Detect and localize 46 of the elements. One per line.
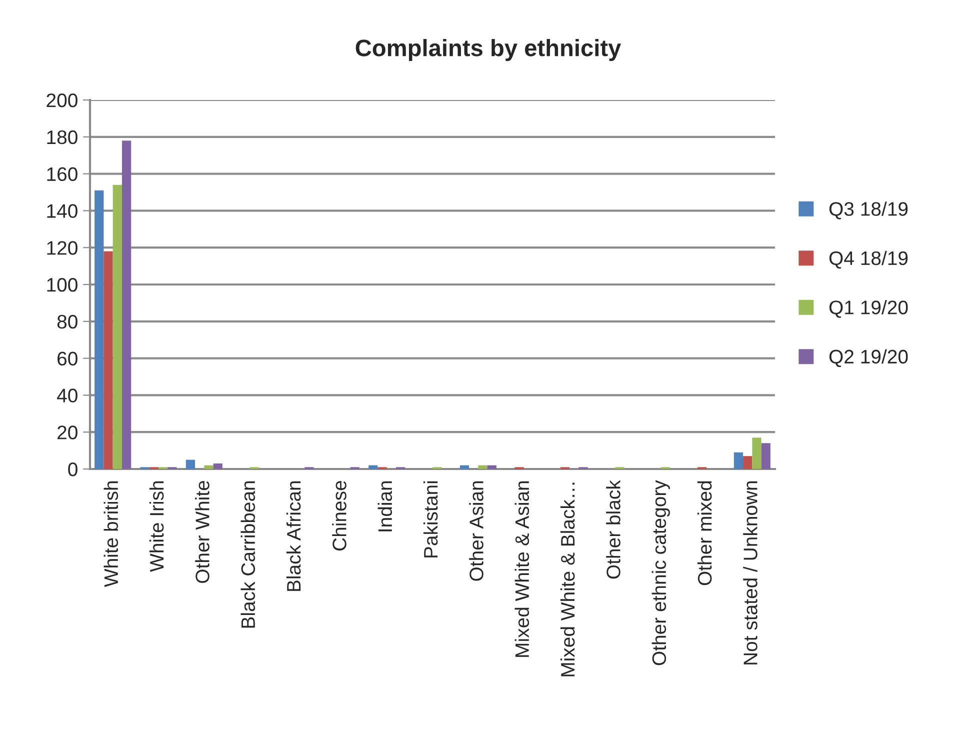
y-tick-label: 20 [58,426,78,440]
y-tick-label: 180 [47,130,78,144]
bar [112,184,122,469]
bar [122,140,132,469]
x-tick-label: Mixed White & Black… [560,482,575,676]
x-tick-label: White Irish [149,481,164,572]
x-tick-label: Other ethnic category [652,480,670,666]
y-tick-label: 100 [47,278,78,292]
bar [368,465,378,469]
x-tick-label: Not stated / Unknown [743,481,758,664]
x-tick-label: Indian [378,481,392,532]
x-tick-label: Other Asian [469,481,484,581]
bar [478,465,488,469]
y-tick-label: 0 [68,462,78,476]
x-tick-label: Pakistani [423,481,438,558]
y-tick-label: 60 [58,352,78,366]
x-tick-label: Chinese [332,480,346,550]
bar [204,465,214,469]
x-tick-label: Other black [606,480,620,579]
y-tick-label: 200 [46,93,78,108]
legend-label: Q4 18/19 [829,250,908,269]
bar [752,438,762,469]
bar [734,452,744,469]
y-tick-label: 40 [57,388,78,402]
y-tick-label: 140 [47,204,78,218]
x-tick-label: Black Carribbean [240,481,256,628]
legend-label: Q1 19/20 [829,300,908,318]
bar [761,443,770,469]
x-tick-label: White british [104,481,118,587]
y-tick-label: 120 [47,241,78,255]
x-tick-label: Other mixed [697,481,712,586]
y-tick-label: 160 [47,167,78,182]
bar [487,465,496,469]
bar [213,463,222,469]
bar [743,456,752,469]
y-tick-label: 80 [57,314,78,329]
legend-label: Q3 18/19 [829,202,908,220]
bar [94,190,104,469]
bar [186,460,196,469]
x-tick-label: Other White [195,480,210,583]
chart-title: Complaints by ethnicity [356,38,622,62]
bar [104,251,113,469]
legend-label: Q2 19/20 [829,349,908,368]
x-tick-label: Mixed White & Asian [514,481,530,657]
bar [460,465,470,469]
x-tick-label: Black African [286,481,301,591]
